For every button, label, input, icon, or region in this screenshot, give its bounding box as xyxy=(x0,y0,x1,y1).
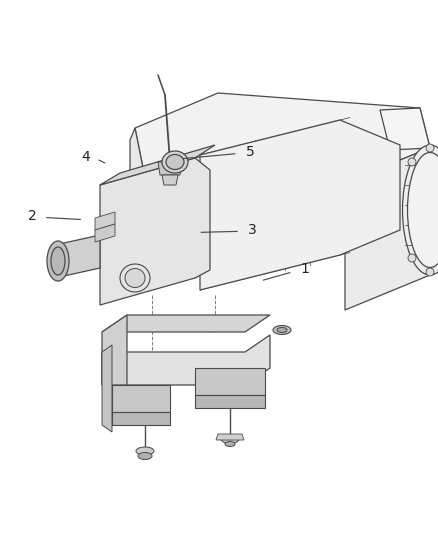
Polygon shape xyxy=(195,368,265,395)
Ellipse shape xyxy=(138,453,152,459)
Ellipse shape xyxy=(225,441,235,447)
Ellipse shape xyxy=(277,327,287,333)
Ellipse shape xyxy=(47,241,69,281)
Ellipse shape xyxy=(125,269,145,287)
Polygon shape xyxy=(158,162,182,175)
Polygon shape xyxy=(135,93,430,182)
Ellipse shape xyxy=(221,434,239,443)
Polygon shape xyxy=(102,315,270,332)
Ellipse shape xyxy=(166,155,184,169)
Ellipse shape xyxy=(426,144,434,152)
Polygon shape xyxy=(130,128,143,268)
Ellipse shape xyxy=(51,247,65,275)
Ellipse shape xyxy=(162,151,188,173)
Polygon shape xyxy=(195,395,265,408)
Polygon shape xyxy=(102,345,112,432)
Polygon shape xyxy=(162,175,178,185)
Polygon shape xyxy=(102,335,270,385)
Polygon shape xyxy=(55,235,100,278)
Polygon shape xyxy=(216,434,244,440)
Text: 3: 3 xyxy=(247,223,256,237)
Ellipse shape xyxy=(407,152,438,268)
Polygon shape xyxy=(95,224,115,242)
Polygon shape xyxy=(100,158,210,305)
Text: 1: 1 xyxy=(300,262,309,276)
Ellipse shape xyxy=(408,254,416,262)
Text: 5: 5 xyxy=(246,145,255,159)
Polygon shape xyxy=(200,120,400,290)
Ellipse shape xyxy=(136,447,154,455)
Ellipse shape xyxy=(408,158,416,166)
Polygon shape xyxy=(100,145,215,185)
Polygon shape xyxy=(380,108,430,150)
Ellipse shape xyxy=(273,326,291,335)
Polygon shape xyxy=(102,315,127,385)
Text: 2: 2 xyxy=(28,209,36,223)
Polygon shape xyxy=(95,212,115,230)
Ellipse shape xyxy=(403,145,438,275)
Text: 4: 4 xyxy=(81,150,90,164)
Polygon shape xyxy=(112,385,170,412)
Ellipse shape xyxy=(426,268,434,276)
Polygon shape xyxy=(345,148,430,310)
Polygon shape xyxy=(112,412,170,425)
